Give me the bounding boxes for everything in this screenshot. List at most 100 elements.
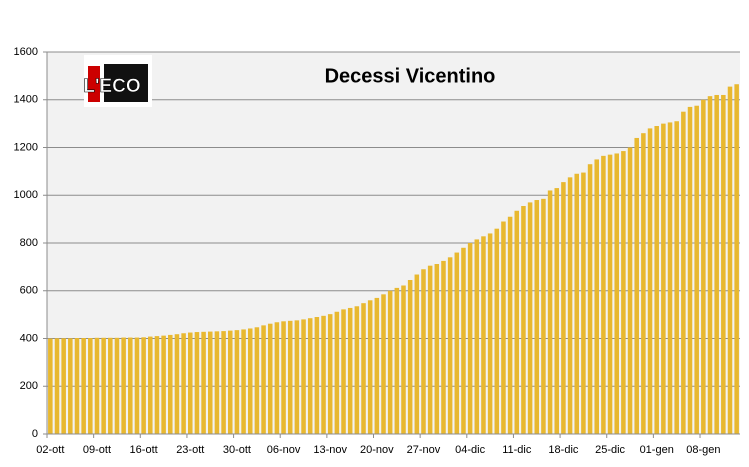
- bar: [661, 123, 666, 434]
- bar: [527, 202, 533, 434]
- logo-box: [104, 64, 148, 102]
- y-tick-label: 1000: [14, 189, 38, 201]
- bar: [301, 319, 306, 434]
- bar: [667, 122, 673, 435]
- x-tick-label: 16-ott: [130, 444, 158, 456]
- bar: [581, 172, 586, 434]
- bar: [347, 307, 353, 434]
- y-tick-label: 1400: [14, 94, 38, 106]
- bar: [154, 336, 160, 434]
- bar: [374, 297, 380, 434]
- bar: [494, 228, 500, 434]
- bars: [48, 84, 739, 435]
- bar: [474, 239, 480, 434]
- logo: L'ECO: [83, 55, 152, 107]
- bar: [54, 338, 60, 434]
- bar: [614, 153, 619, 434]
- x-tick-label: 11-dic: [502, 444, 532, 456]
- x-tick-label: 02-ott: [36, 444, 64, 456]
- bar: [434, 264, 440, 434]
- bar: [88, 338, 93, 434]
- bar: [634, 137, 639, 434]
- bar: [427, 265, 433, 434]
- bar: [561, 182, 566, 434]
- y-tick-label: 400: [20, 332, 38, 344]
- bar: [441, 260, 446, 434]
- bar: [207, 331, 213, 434]
- bar: [187, 332, 193, 434]
- bar: [574, 173, 580, 434]
- bar: [627, 147, 633, 434]
- bar: [261, 325, 266, 434]
- bar: [81, 338, 86, 434]
- bar: [128, 337, 133, 434]
- bar: [421, 269, 426, 434]
- bar: [168, 334, 173, 434]
- bar: [141, 337, 146, 434]
- bar: [221, 331, 226, 434]
- bar: [174, 334, 180, 434]
- y-tick-label: 1600: [14, 46, 38, 58]
- bar: [68, 338, 73, 434]
- bar: [727, 86, 733, 435]
- bar: [567, 177, 573, 434]
- bar: [681, 111, 686, 434]
- bar: [241, 329, 246, 434]
- bar: [554, 188, 560, 434]
- bar: [734, 84, 739, 434]
- bar: [61, 338, 66, 434]
- bar: [507, 216, 513, 434]
- bar: [94, 337, 100, 434]
- bar: [361, 303, 366, 434]
- x-tick-label: 01-gen: [640, 444, 674, 456]
- bar: [307, 318, 313, 434]
- bar: [587, 164, 593, 434]
- bar: [647, 128, 653, 434]
- bar: [621, 151, 626, 435]
- bar: [467, 243, 473, 434]
- bar: [534, 200, 540, 434]
- bar: [354, 306, 360, 434]
- bar: [254, 327, 260, 434]
- y-tick-label: 200: [20, 380, 38, 392]
- bar: [214, 331, 220, 434]
- bar: [447, 257, 453, 434]
- bar: [701, 99, 706, 434]
- bar: [247, 328, 253, 434]
- bar: [181, 333, 186, 434]
- y-tick-label: 0: [32, 428, 38, 440]
- x-tick-label: 18-dic: [548, 444, 578, 456]
- y-tick-label: 800: [20, 237, 38, 249]
- bar: [714, 94, 719, 434]
- bar: [287, 320, 293, 434]
- bar: [461, 247, 466, 434]
- logo-text: L'ECO: [83, 76, 140, 97]
- bar: [367, 300, 373, 434]
- bar: [227, 330, 233, 434]
- bar: [314, 317, 320, 434]
- bar: [687, 106, 693, 434]
- bar: [267, 323, 273, 434]
- x-tick-label: 30-ott: [223, 444, 251, 456]
- bar: [501, 221, 506, 434]
- bar: [514, 210, 520, 434]
- bar: [294, 320, 300, 434]
- bar: [148, 336, 153, 434]
- bar: [674, 121, 679, 435]
- bar: [74, 338, 80, 434]
- bar: [481, 236, 486, 434]
- bar: [547, 190, 553, 434]
- bar: [121, 337, 126, 434]
- x-tick-label: 27-nov: [407, 444, 441, 456]
- x-tick-label: 06-nov: [267, 444, 301, 456]
- x-tick-label: 08-gen: [686, 444, 720, 456]
- bar: [201, 331, 206, 434]
- bar: [454, 252, 460, 434]
- logo-red: [88, 66, 100, 102]
- bar: [381, 294, 386, 434]
- x-tick-label: 25-dic: [595, 444, 625, 456]
- bar: [694, 105, 699, 434]
- bar: [327, 314, 333, 434]
- bar: [654, 126, 659, 434]
- bar: [101, 337, 106, 434]
